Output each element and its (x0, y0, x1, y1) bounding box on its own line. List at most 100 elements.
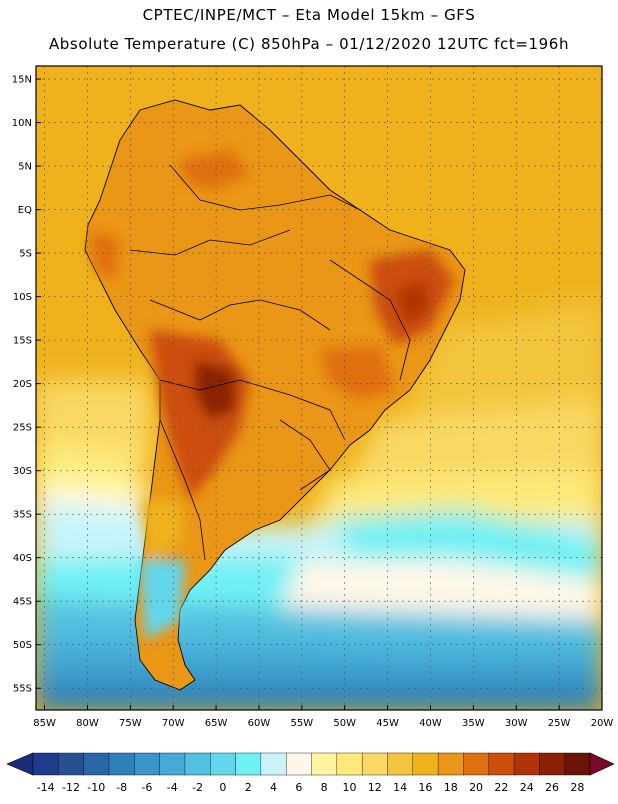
colorbar-label: -8 (116, 781, 127, 794)
colorbar-label: 8 (321, 781, 328, 794)
band-atlantic-8 (280, 560, 602, 620)
colorbar-label: -10 (87, 781, 105, 794)
lat-label: 50S (13, 640, 32, 651)
longitude-labels: 85W 80W 75W 70W 65W 60W 55W 50W 45W 40W 35W 30W 25W 2… (33, 718, 613, 729)
lat-label: 5S (19, 249, 32, 260)
colorbar-label: 12 (368, 781, 382, 794)
colorbar-label: -14 (37, 781, 55, 794)
field-bands (36, 70, 602, 710)
core-venezuela (180, 150, 250, 190)
colorbar-label: 16 (418, 781, 432, 794)
colorbar-label: -2 (192, 781, 203, 794)
band-atlantic-12 (310, 470, 602, 530)
lon-label: 65W (205, 718, 228, 729)
lat-label: 10N (12, 118, 32, 129)
colorbar-label: -6 (141, 781, 152, 794)
colorbar-max-arrow (589, 752, 615, 776)
colorbar-swatch (32, 752, 60, 776)
colorbar-swatch (235, 752, 262, 776)
colorbar-swatch (159, 752, 186, 776)
colorbar-swatch (387, 752, 414, 776)
colorbar-label: 0 (219, 781, 226, 794)
lon-label: 40W (419, 718, 442, 729)
latitude-labels: 15N 10N 5N EQ 5S 10S 15S 20S 25S 30S 35S 40S 45S 50S 5… (12, 75, 32, 695)
lon-label: 55W (291, 718, 314, 729)
core-chaco-max (195, 360, 235, 420)
continent (84, 99, 466, 691)
colorbar-label: 20 (469, 781, 483, 794)
lon-label: 25W (548, 718, 571, 729)
core-ne-brazil-max (395, 280, 430, 325)
border-venezuela-brazil (169, 164, 361, 211)
colorbar-label: 6 (295, 781, 302, 794)
lon-label: 60W (248, 718, 271, 729)
colorbar-swatch (83, 752, 110, 776)
colorbar-swatch (437, 752, 465, 776)
core-patagonia-south (140, 560, 185, 640)
colorbar-swatch (285, 752, 313, 776)
colorbar-swatch (463, 752, 490, 776)
colorbar-label: 14 (393, 781, 407, 794)
colorbar-label: 22 (494, 781, 508, 794)
colorbar-label: 28 (570, 781, 584, 794)
colorbar-swatch (361, 752, 389, 776)
lat-label: 45S (13, 597, 32, 608)
lat-label: 10S (13, 292, 32, 303)
colorbar-label: -4 (167, 781, 178, 794)
border-brazil-states (329, 259, 411, 381)
lon-label: 35W (462, 718, 485, 729)
map-frame (35, 65, 603, 711)
lon-label: 30W (505, 718, 528, 729)
colorbar-swatch (108, 752, 135, 776)
lat-label: 40S (13, 553, 32, 564)
lat-label: 30S (13, 466, 32, 477)
land-heat-cores (90, 150, 455, 640)
lat-label: 25S (13, 423, 32, 434)
lat-label: 20S (13, 379, 32, 390)
lon-label: 85W (33, 718, 56, 729)
core-ecuador-peru (90, 230, 120, 280)
colorbar-swatch (336, 752, 363, 776)
lon-label: 50W (333, 718, 356, 729)
colorbar-swatch (539, 752, 566, 776)
lat-label: 15S (13, 336, 32, 347)
title-line-2: Absolute Temperature (C) 850hPa – 01/12/… (48, 35, 570, 53)
band-pacific-12 (36, 440, 140, 480)
border-chile-argentina (159, 419, 206, 561)
colorbar-swatch (311, 752, 338, 776)
lat-label: 5N (18, 162, 32, 173)
lat-label: 55S (13, 684, 32, 695)
colorbar-label: 4 (270, 781, 277, 794)
core-patagonia-north (140, 500, 185, 560)
temperature-field (36, 66, 602, 710)
colorbar-label: -12 (62, 781, 80, 794)
lat-label: 15N (12, 75, 32, 86)
colorbar-swatch (184, 752, 211, 776)
colorbar-label: 2 (245, 781, 252, 794)
lon-label: 20W (591, 718, 614, 729)
colorbar-min-arrow (6, 752, 34, 776)
border-bolivia-brazil (149, 299, 331, 331)
lat-label: EQ (18, 205, 32, 216)
graticule (36, 66, 603, 710)
lon-label: 70W (162, 718, 185, 729)
band-pacific-14 (36, 380, 150, 460)
colorbar-swatch (488, 752, 515, 776)
border-uruguay (279, 419, 331, 491)
colorbar-swatch (564, 752, 591, 776)
title-line-1: CPTEC/INPE/MCT – Eta Model 15km – GFS (142, 6, 476, 24)
colorbar-swatch (513, 752, 541, 776)
band-atlantic-tongue (330, 510, 602, 580)
colorbar-swatch (210, 752, 237, 776)
core-se-brazil (320, 345, 395, 400)
country-borders (129, 164, 411, 561)
colorbar: -14 -12 -10 -8 -6 -4 -2 0 2 4 6 8 10 12 14 16 18 20 22 24 26… (6, 752, 615, 794)
colorbar-swatch (412, 752, 439, 776)
lon-label: 80W (76, 718, 99, 729)
lon-label: 45W (376, 718, 399, 729)
colorbar-label: 18 (444, 781, 458, 794)
colorbar-swatch (58, 752, 85, 776)
band-south-m6 (36, 690, 602, 710)
colorbar-label: 24 (520, 781, 534, 794)
